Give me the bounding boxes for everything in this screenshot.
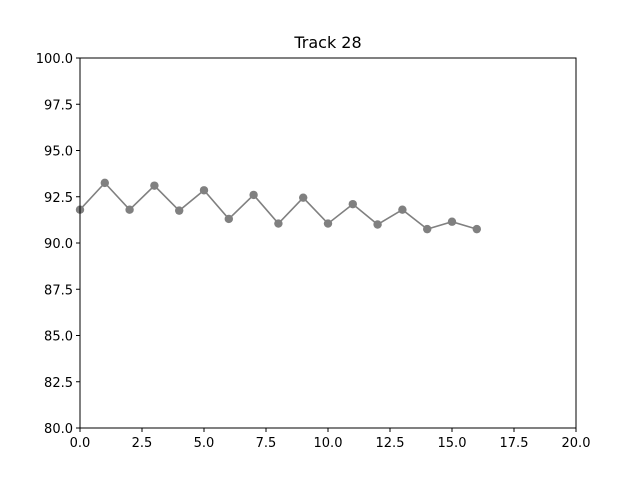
data-point	[348, 199, 357, 209]
data-point	[398, 205, 407, 214]
y-tick-label: 100.0	[36, 52, 73, 67]
data-series	[75, 178, 481, 234]
y-tick-label: 82.5	[44, 376, 73, 391]
x-tick-label: 7.5	[256, 436, 277, 451]
x-tick-label: 12.5	[376, 436, 405, 451]
data-point	[150, 181, 159, 190]
y-tick-label: 92.5	[44, 191, 73, 206]
x-tick-label: 2.5	[132, 436, 153, 451]
data-point	[249, 190, 258, 200]
data-point	[447, 217, 457, 226]
chart-title: Track 28	[293, 33, 361, 52]
x-tick-label: 20.0	[562, 436, 591, 451]
plot-frame	[79, 57, 577, 429]
x-tick-label: 0.0	[70, 436, 91, 451]
x-tick-label: 5.0	[194, 436, 215, 451]
x-tick-label: 15.0	[438, 436, 467, 451]
plot-area	[80, 58, 576, 428]
data-point	[274, 219, 283, 228]
data-point	[423, 224, 432, 234]
data-point	[199, 186, 209, 195]
y-tick-label: 90.0	[44, 237, 73, 252]
data-point	[472, 224, 481, 234]
y-tick-label: 95.0	[44, 145, 73, 160]
x-tick-label: 17.5	[500, 436, 529, 451]
data-point	[100, 178, 110, 188]
data-point	[175, 206, 184, 215]
y-tick-label: 87.5	[44, 283, 73, 298]
y-tick-label: 97.5	[44, 98, 73, 113]
axis-ticks: 0.0 2.5 5.0 7.5 10.0 12.5 15.0 17.5 20.0 80.0 82.5…	[36, 52, 591, 451]
data-point	[299, 193, 308, 202]
data-point	[323, 219, 333, 228]
data-point	[125, 205, 134, 214]
x-tick-label: 10.0	[314, 436, 343, 451]
data-point	[224, 214, 233, 224]
data-point	[373, 220, 382, 229]
y-tick-label: 80.0	[44, 422, 73, 437]
y-tick-label: 85.0	[44, 330, 73, 345]
